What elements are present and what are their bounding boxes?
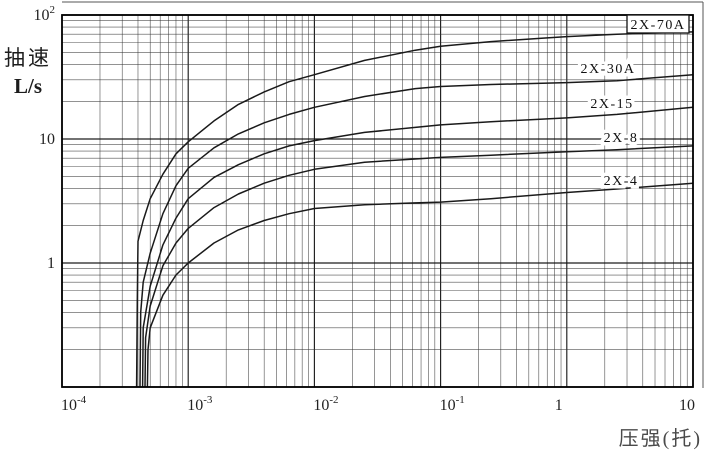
x-tick-labels: 10-4 10-3 10-2 10-1 1 10 [61, 394, 695, 414]
y-axis-unit-label: L/s [13, 74, 42, 98]
curve-2X-15 [141, 106, 694, 388]
curve-2X-70A [135, 31, 694, 388]
scan-border [62, 1, 704, 388]
y-tick-2: 1 [47, 255, 55, 272]
curve-label-2X-70A: 2X-70A [631, 18, 686, 33]
y-tick-1: 10 [39, 131, 55, 148]
curve-label-box-2X-70A [626, 14, 690, 34]
curves [135, 31, 694, 388]
x-tick-0: 10-4 [61, 394, 87, 414]
y-axis-title-text: 抽速 [4, 46, 52, 70]
curve-2X-8 [144, 145, 694, 388]
x-tick-4: 1 [555, 397, 563, 414]
curve-label-2X-4: 2X-4 [604, 174, 639, 189]
curve-label-2X-8: 2X-8 [604, 131, 639, 146]
y-tick-0: 102 [34, 4, 56, 24]
plot-frame [61, 14, 694, 388]
x-tick-1: 10-3 [187, 394, 213, 414]
x-axis-title: 压强(托) [618, 428, 702, 450]
y-axis-title: 抽速 L/s [2, 44, 54, 100]
curve-2X-30A [139, 73, 694, 388]
curve-labels: 2X-70A 2X-30A 2X-15 2X-8 2X-4 [577, 14, 690, 193]
curve-label-2X-15: 2X-15 [590, 97, 633, 112]
curve-label-2X-30A: 2X-30A [581, 62, 636, 77]
y-tick-labels: 102 10 1 [34, 4, 56, 272]
x-tick-3: 10-1 [440, 394, 465, 414]
curve-2X-4 [146, 182, 694, 388]
x-tick-5: 10 [679, 397, 695, 414]
x-tick-2: 10-2 [313, 394, 338, 414]
